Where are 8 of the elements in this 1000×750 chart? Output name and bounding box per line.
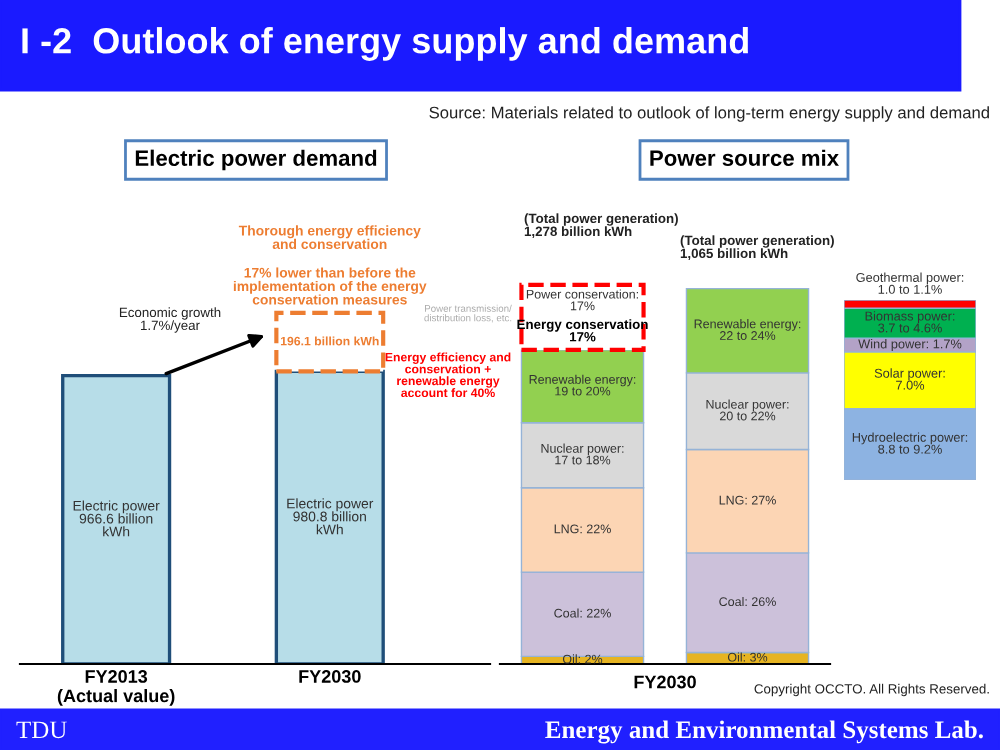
chart-subtitle: Electric power demand	[135, 149, 377, 171]
bar	[519, 282, 646, 353]
text: TDU	[16, 721, 67, 739]
x-tick-label: FY2013 (Actual value)	[57, 670, 175, 706]
chart-title: I -2 Outlook of energy supply and demand	[22, 27, 748, 61]
text: Energy and Environmental Systems Lab.	[545, 720, 983, 744]
source-note: Source: Materials related to outlook of long-term energy supply and demand	[429, 106, 989, 122]
chart-subtitle: Power source mix	[650, 149, 839, 166]
